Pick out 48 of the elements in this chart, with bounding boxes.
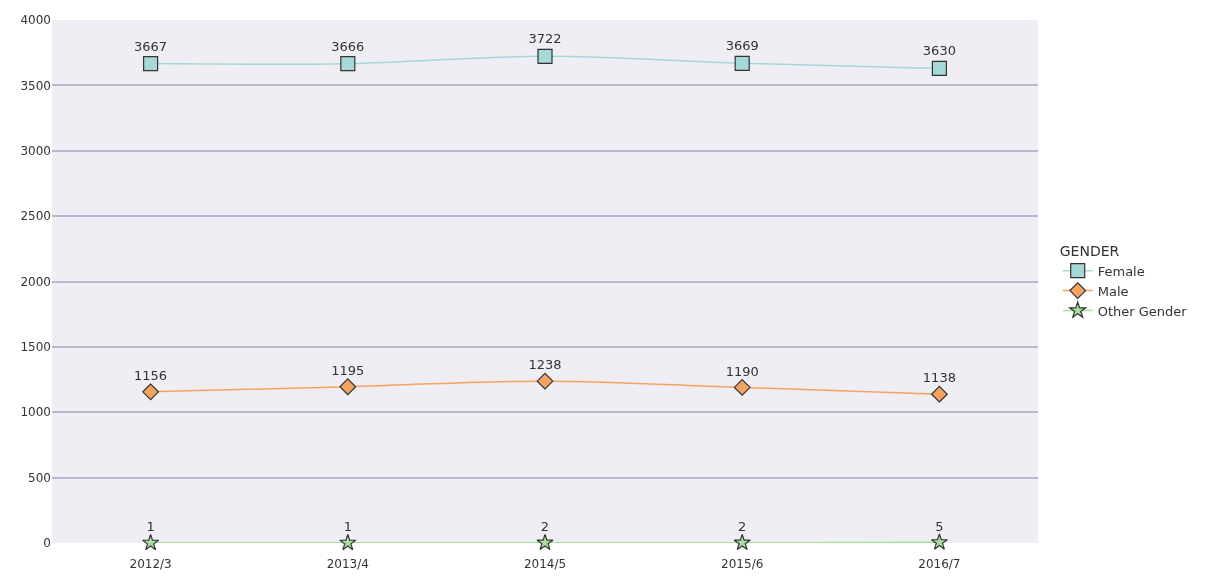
data-label: 5 [935, 518, 944, 534]
x-tick-label: 2012/3 [129, 557, 172, 571]
data-label: 2 [738, 518, 747, 534]
point [931, 60, 947, 76]
point [734, 55, 750, 71]
y-tick-label: 1000 [20, 405, 51, 420]
point [930, 533, 948, 550]
legend-label: Other Gender [1097, 303, 1188, 319]
data-label: 1238 [528, 357, 562, 373]
point [733, 533, 751, 551]
y-tick-label: 1500 [20, 340, 51, 355]
data-label: 3666 [331, 38, 365, 54]
point [143, 55, 159, 72]
point [536, 372, 554, 390]
point [537, 48, 553, 64]
y-tick-label: 3000 [20, 143, 51, 158]
data-label: 1 [146, 519, 155, 535]
point [536, 533, 554, 551]
x-tick-label: 2014/5 [523, 557, 567, 571]
x-tick-label: 2016/7 [918, 557, 961, 571]
data-label: 2 [540, 518, 550, 534]
data-label: 3667 [134, 38, 168, 54]
point [339, 378, 357, 396]
data-label: 1190 [725, 363, 759, 379]
y-tick-label: 500 [28, 470, 51, 485]
y-tick-label: 3500 [20, 78, 51, 93]
point [733, 379, 751, 396]
legend-label: Female [1097, 263, 1145, 279]
legend-title: GENDER [1059, 242, 1120, 259]
x-tick-label: 2015/6 [721, 557, 764, 571]
point [339, 533, 357, 551]
legend-label: Male [1097, 283, 1129, 299]
y-tick-label: 2500 [20, 209, 51, 224]
point [340, 56, 356, 72]
y-tick-label: 2000 [20, 274, 51, 289]
y-tick-label: 4000 [20, 13, 51, 28]
point [931, 385, 948, 403]
y-tick-label: 0 [43, 536, 51, 551]
point [142, 533, 160, 551]
data-label: 3722 [528, 31, 562, 47]
data-label: 1156 [134, 368, 168, 384]
data-label: 1138 [922, 370, 956, 386]
data-label: 1 [343, 519, 352, 535]
x-tick-label: 2013/4 [326, 557, 369, 571]
data-label: 1195 [331, 363, 365, 378]
point [142, 383, 159, 401]
data-label: 3669 [725, 38, 759, 54]
data-label: 3630 [922, 43, 956, 59]
